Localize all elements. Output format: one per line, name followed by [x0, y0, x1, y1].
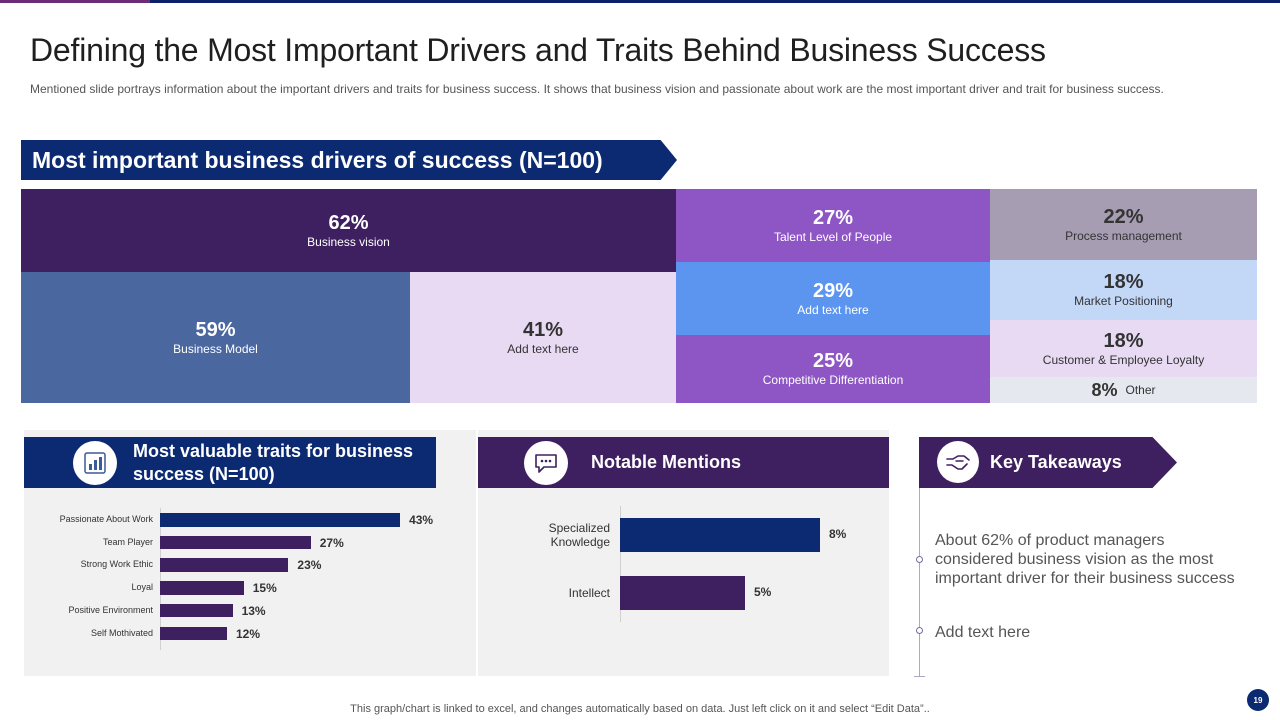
- tile-value: 62%: [328, 211, 369, 234]
- tile-label: Business vision: [307, 234, 390, 249]
- tile-label: Market Positioning: [1074, 294, 1173, 308]
- traits-category-label: Loyal: [131, 582, 153, 593]
- traits-category-label: Self Mothivated: [90, 627, 153, 638]
- tile-value: 29%: [812, 279, 854, 302]
- footer-note: This graph/chart is linked to excel, and…: [350, 703, 930, 715]
- treemap-tile-business-model: 59% Business Model: [21, 272, 410, 403]
- treemap-tile-market-positioning: 18% Market Positioning: [990, 260, 1257, 320]
- traits-title: Most valuable traits for business succes…: [133, 440, 433, 486]
- tile-label: Add text here: [507, 341, 579, 356]
- treemap-banner: Most important business drivers of succe…: [21, 140, 677, 180]
- traits-bar-chart: Passionate About Work 43% Team Player 27% St…: [24, 500, 476, 650]
- traits-category-label: Positive Environment: [68, 604, 153, 615]
- traits-title-line2: success (N=100): [133, 464, 275, 484]
- treemap-title: Most important business drivers of succe…: [32, 147, 603, 173]
- treemap-tile-talent-level: 27% Talent Level of People: [676, 189, 990, 262]
- tile-label: Customer & Employee Loyalty: [1042, 352, 1205, 367]
- treemap-tile-add-text-1: 41% Add text here: [410, 272, 676, 403]
- tile-value: 59%: [195, 318, 236, 341]
- mentions-category-label: Specialized Knowledge: [548, 521, 610, 549]
- tile-value: 18%: [1103, 271, 1144, 293]
- traits-value-label: 43%: [409, 513, 434, 527]
- tile-value: 25%: [812, 350, 854, 372]
- mentions-bar: [620, 576, 745, 610]
- traits-bar: [160, 513, 401, 527]
- traits-bar: [160, 581, 244, 595]
- traits-bar: [160, 558, 289, 572]
- traits-category-label: Passionate About Work: [59, 514, 153, 524]
- takeaway-bullet: [916, 556, 923, 563]
- traits-category-label: Strong Work Ethic: [80, 559, 153, 570]
- mentions-title: Notable Mentions: [591, 452, 742, 472]
- traits-value-label: 12%: [236, 626, 261, 641]
- traits-bar: [160, 626, 227, 640]
- treemap-tile-add-text-2: 29% Add text here: [676, 262, 990, 335]
- tile-value: 41%: [522, 318, 564, 341]
- speech-bubble-icon: [524, 441, 568, 485]
- traits-bar: [160, 535, 311, 550]
- mentions-value-label: 5%: [754, 585, 772, 599]
- traits-axis-line: [160, 508, 161, 650]
- top-accent-highlight: [0, 0, 150, 3]
- treemap-tile-customer-loyalty: 18% Customer & Employee Loyalty: [990, 320, 1257, 377]
- slide-subtitle: Mentioned slide portrays information abo…: [30, 82, 1164, 96]
- tile-value: 18%: [1103, 329, 1144, 352]
- traits-bar: [160, 603, 233, 618]
- traits-category-label: Team Player: [102, 536, 153, 547]
- treemap-tile-business-vision: 62% Business vision: [21, 189, 676, 272]
- traits-value-label: 13%: [241, 603, 266, 618]
- tile-value: 22%: [1103, 205, 1144, 228]
- traits-title-line1: Most valuable traits for business: [133, 441, 414, 461]
- takeaways-title: Key Takeaways: [990, 452, 1122, 472]
- page-number: 19: [1247, 689, 1269, 711]
- mentions-value-label: 8%: [829, 527, 847, 541]
- takeaway-bullet: [916, 627, 923, 634]
- tile-value: 27%: [812, 206, 854, 229]
- mentions-bar: [620, 518, 820, 552]
- top-accent-bar: [0, 0, 1280, 3]
- treemap-tile-competitive-differentiation: 25% Competitive Differentiation: [676, 335, 990, 403]
- chart-report-icon: [73, 441, 117, 485]
- takeaway-item-2: Add text here: [935, 624, 1031, 641]
- mentions-axis-line: [620, 506, 621, 622]
- takeaway-item-1: About 62% of product managers considered…: [935, 532, 1235, 587]
- tile-label: Process management: [1065, 228, 1182, 243]
- treemap-tile-process-management: 22% Process management: [990, 189, 1257, 260]
- tile-label: Business Model: [173, 341, 258, 356]
- traits-value-label: 27%: [319, 535, 344, 550]
- tile-label: Talent Level of People: [773, 229, 893, 244]
- takeaways-timeline-end: [914, 676, 925, 677]
- tile-label: Other: [1125, 383, 1156, 397]
- tile-label: Competitive Differentiation: [762, 373, 904, 387]
- treemap-tile-other: 8% Other: [990, 377, 1257, 403]
- mentions-category-label: Intellect: [568, 586, 610, 600]
- handshake-icon: [937, 441, 979, 483]
- takeaways-timeline-line: [919, 488, 920, 676]
- tile-label: Add text here: [797, 302, 869, 317]
- mentions-bar-chart: Specialized Knowledge 8% Intellect 5%: [478, 500, 889, 630]
- tile-value: 8%: [1091, 380, 1118, 400]
- traits-value-label: 23%: [297, 558, 322, 573]
- traits-value-label: 15%: [252, 581, 277, 596]
- slide-title: Defining the Most Important Drivers and …: [30, 32, 1046, 68]
